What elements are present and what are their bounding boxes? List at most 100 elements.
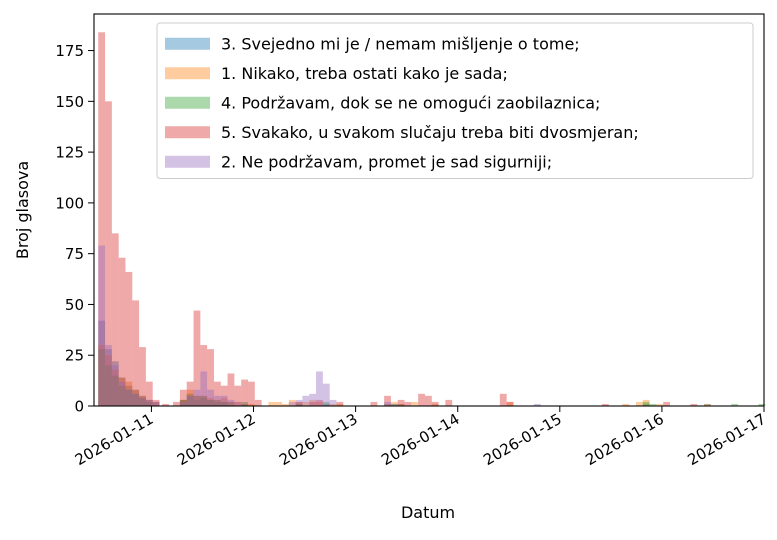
bar-series-4-bin-27 [336,401,344,406]
bar-series-5-bin-25 [329,399,337,406]
y-tick-label: 75 [65,245,84,263]
bar-series-4-bin-25 [309,401,317,406]
bar-series-4-bin-24 [295,401,303,406]
bar-series-1-bin-21 [704,403,711,406]
bar-series-5-bin-23 [316,371,323,406]
bar-series-2-bin-11 [186,389,194,406]
bar-series-1-bin-16 [220,401,228,406]
bar-series-4-bin-23 [254,399,262,406]
bar-series-4-bin-7 [139,347,146,406]
legend-swatch-3 [165,96,210,109]
bar-series-4-bin-10 [162,403,169,406]
bar-series-3-bin-9 [179,399,187,406]
y-tick-label: 125 [55,144,84,162]
bar-series-2-bin-34 [506,401,514,406]
bar-series-5-bin-7 [139,397,146,406]
bar-series-2-bin-5 [125,381,133,406]
bar-series-4-bin-38 [601,403,609,406]
bar-series-4-bin-34 [431,401,439,406]
bar-series-2-bin-16 [220,397,228,406]
bar-series-4-bin-18 [220,385,228,406]
bar-series-4-bin-8 [145,381,153,406]
bar-series-1-bin-6 [132,389,140,406]
bar-series-4-bin-5 [125,271,133,406]
bar-series-4-bin-37 [506,401,514,406]
bar-series-1-bin-19 [397,403,405,406]
bars-layer [98,32,766,406]
bar-series-2-bin-18 [234,401,242,406]
y-tick-label: 100 [55,194,84,212]
bar-series-4-bin-29 [384,395,391,406]
x-tick-label: 2026-01-12 [174,410,259,469]
bar-series-3-bin-7 [139,397,146,406]
bar-series-5-bin-24 [322,383,330,406]
bar-series-1-bin-7 [139,395,146,406]
bar-series-2-bin-39 [704,403,711,406]
bar-series-4-bin-4 [118,257,126,406]
bar-series-3-bin-17 [241,401,248,406]
bar-series-2-bin-22 [282,403,289,406]
bar-series-3-bin-11 [193,395,201,406]
bar-series-5-bin-10 [179,401,187,406]
bar-series-2-bin-15 [213,399,221,406]
bar-series-5-bin-6 [132,393,140,406]
bar-series-4-bin-2 [105,101,112,406]
y-tick-label: 25 [65,347,84,365]
y-tick-label: 175 [55,42,84,60]
bar-series-3-bin-8 [145,401,153,406]
bar-series-4-bin-39 [663,401,670,406]
bar-series-5-bin-11 [186,395,194,406]
bar-series-2-bin-36 [635,401,643,406]
bar-series-1-bin-10 [179,399,187,406]
bar-series-1-bin-12 [193,399,201,406]
bar-series-1-bin-8 [145,399,153,406]
bar-series-2-bin-9 [152,401,160,406]
bar-series-2-bin-3 [111,369,119,406]
bar-series-1-bin-18 [322,403,330,406]
bar-series-5-bin-16 [220,395,228,406]
bar-series-5-bin-19 [288,401,296,406]
legend-label-1: 3. Svejedno mi je / nemam mišljenje o to… [221,34,580,53]
bar-series-2-bin-24 [295,401,303,406]
legend-label-5: 2. Ne podržavam, promet je sad sigurniji… [221,152,552,171]
legend-label-2: 1. Nikako, treba ostati kako je sada; [221,64,508,83]
legend-box [156,22,754,179]
bar-series-4-bin-22 [247,381,255,406]
legend: 3. Svejedno mi je / nemam mišljenje o to… [156,22,754,179]
bar-series-3-bin-1 [98,349,106,406]
x-axis-label: Datum [401,503,455,522]
bar-series-4-bin-33 [424,395,432,406]
bar-series-2-bin-30 [390,401,398,406]
bar-series-1-bin-3 [111,361,119,406]
bar-series-2-bin-6 [132,389,140,406]
bar-series-3-bin-5 [125,389,133,406]
bar-series-4-bin-13 [186,381,194,406]
legend-swatch-4 [165,126,210,139]
bar-series-2-bin-14 [207,397,214,406]
bar-series-3-bin-14 [213,399,221,406]
bar-series-5-bin-3 [111,365,119,406]
bar-series-1-bin-9 [152,401,160,406]
bar-series-1-bin-4 [118,377,126,406]
bar-series-2-bin-28 [329,403,337,406]
bar-series-1-bin-11 [186,395,194,406]
bar-series-2-bin-31 [397,403,405,406]
bar-series-4-bin-1 [98,32,106,406]
bar-series-5-bin-1 [98,245,106,406]
bar-series-2-bin-2 [105,355,112,406]
bar-series-4-bin-35 [445,399,453,406]
y-axis-label: Broj glasova [13,161,32,259]
bar-series-3-bin-23 [649,403,657,406]
legend-swatch-2 [165,67,210,80]
bar-series-2-bin-23 [288,399,296,406]
bar-series-3-bin-20 [384,403,391,406]
legend-swatch-5 [165,155,210,168]
bar-series-2-bin-7 [139,395,146,406]
bar-series-3-bin-21 [390,403,398,406]
bar-series-4-bin-15 [200,345,208,406]
bar-series-1-bin-5 [125,385,133,406]
bar-series-5-bin-27 [390,403,398,406]
bar-series-3-bin-25 [758,403,766,406]
bar-series-4-bin-36 [499,393,507,406]
